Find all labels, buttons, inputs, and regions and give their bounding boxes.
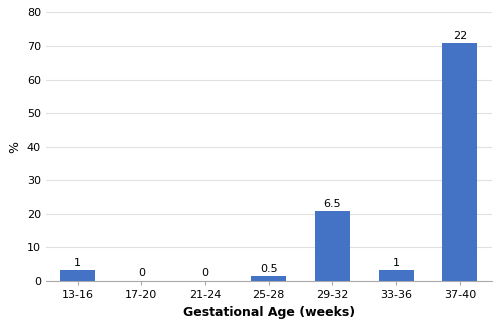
- Bar: [252, 276, 286, 281]
- Text: 6.5: 6.5: [324, 198, 342, 209]
- Text: 22: 22: [452, 31, 467, 41]
- Text: 0: 0: [138, 268, 145, 278]
- Y-axis label: %: %: [8, 141, 22, 153]
- Text: 1: 1: [74, 258, 81, 268]
- Text: 1: 1: [392, 258, 400, 268]
- Text: 0.5: 0.5: [260, 264, 278, 274]
- X-axis label: Gestational Age (weeks): Gestational Age (weeks): [182, 306, 355, 319]
- Bar: [60, 270, 95, 281]
- Bar: [442, 43, 478, 281]
- Bar: [378, 270, 414, 281]
- Text: 0: 0: [202, 268, 208, 278]
- Bar: [315, 211, 350, 281]
